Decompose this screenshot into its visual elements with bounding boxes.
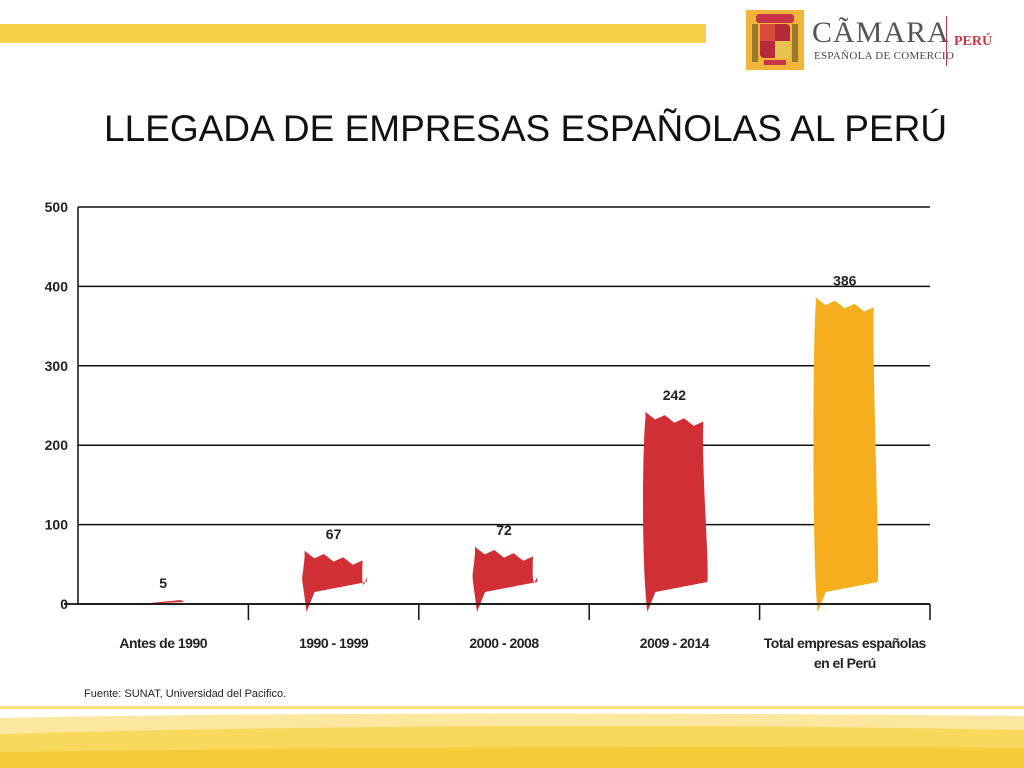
bar <box>139 600 185 604</box>
x-tick-label: 2000 - 2008 <box>469 635 539 651</box>
top-stripe <box>0 24 706 43</box>
data-label: 67 <box>326 526 342 542</box>
logo-subtitle: ESPAÑOLA DE COMERCIO <box>814 50 955 62</box>
bar <box>643 411 708 612</box>
y-tick-label: 500 <box>45 199 69 215</box>
data-label: 242 <box>663 387 687 403</box>
bottom-stripes <box>0 706 1024 768</box>
y-tick-label: 400 <box>45 278 69 294</box>
x-tick-label: 2009 - 2014 <box>640 635 710 651</box>
x-tick-label: Total empresas españolas <box>764 635 927 651</box>
data-label: 386 <box>833 273 857 289</box>
logo-divider <box>946 16 947 66</box>
chamber-logo: CÃMARA ESPAÑOLA DE COMERCIO PERÚ <box>746 10 1006 72</box>
data-label: 72 <box>496 522 512 538</box>
x-tick-label: 1990 - 1999 <box>299 635 369 651</box>
coat-of-arms-icon <box>746 10 804 70</box>
bar <box>472 546 538 612</box>
y-tick-label: 200 <box>45 437 69 453</box>
page-title: LLEGADA DE EMPRESAS ESPAÑOLAS AL PERÚ <box>104 108 948 149</box>
logo-name: CÃMARA <box>812 16 950 49</box>
bar <box>813 297 879 612</box>
x-tick-label: Antes de 1990 <box>119 635 207 651</box>
bar <box>302 550 367 612</box>
logo-country: PERÚ <box>954 34 993 49</box>
y-tick-label: 300 <box>45 358 69 374</box>
data-label: 5 <box>159 575 167 591</box>
source-note: Fuente: SUNAT, Universidad del Pacifico. <box>84 688 287 700</box>
x-tick-label: en el Perú <box>814 655 876 671</box>
y-tick-label: 100 <box>45 517 69 533</box>
